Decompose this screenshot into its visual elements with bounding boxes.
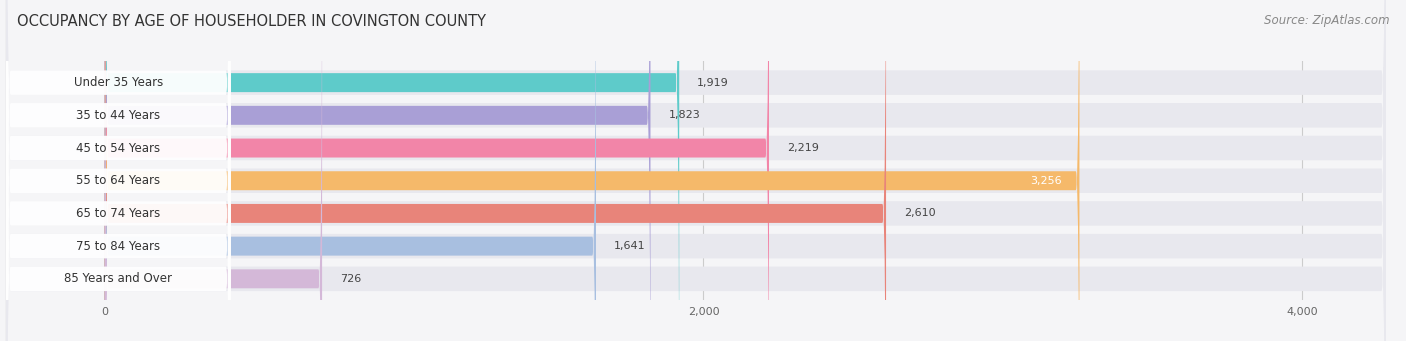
FancyBboxPatch shape: [6, 0, 1386, 341]
Text: 1,919: 1,919: [697, 78, 728, 88]
FancyBboxPatch shape: [105, 0, 769, 341]
FancyBboxPatch shape: [6, 0, 1386, 341]
FancyBboxPatch shape: [6, 0, 1386, 341]
Text: 1,641: 1,641: [614, 241, 645, 251]
FancyBboxPatch shape: [6, 0, 231, 341]
Text: 55 to 64 Years: 55 to 64 Years: [76, 174, 160, 187]
FancyBboxPatch shape: [6, 0, 231, 341]
FancyBboxPatch shape: [105, 0, 596, 341]
Text: Source: ZipAtlas.com: Source: ZipAtlas.com: [1264, 14, 1389, 27]
FancyBboxPatch shape: [105, 0, 651, 341]
FancyBboxPatch shape: [6, 0, 231, 341]
Text: 65 to 74 Years: 65 to 74 Years: [76, 207, 160, 220]
FancyBboxPatch shape: [6, 0, 231, 341]
Text: 75 to 84 Years: 75 to 84 Years: [76, 240, 160, 253]
FancyBboxPatch shape: [6, 0, 1386, 341]
Text: 3,256: 3,256: [1029, 176, 1062, 186]
FancyBboxPatch shape: [6, 0, 1386, 341]
Text: 35 to 44 Years: 35 to 44 Years: [76, 109, 160, 122]
FancyBboxPatch shape: [6, 0, 231, 341]
FancyBboxPatch shape: [6, 0, 1386, 341]
FancyBboxPatch shape: [105, 0, 679, 341]
FancyBboxPatch shape: [6, 0, 1386, 341]
FancyBboxPatch shape: [105, 0, 1080, 341]
Text: OCCUPANCY BY AGE OF HOUSEHOLDER IN COVINGTON COUNTY: OCCUPANCY BY AGE OF HOUSEHOLDER IN COVIN…: [17, 14, 486, 29]
FancyBboxPatch shape: [6, 0, 231, 341]
Text: Under 35 Years: Under 35 Years: [73, 76, 163, 89]
Text: 726: 726: [340, 274, 361, 284]
Text: 2,610: 2,610: [904, 208, 935, 219]
Text: 85 Years and Over: 85 Years and Over: [65, 272, 173, 285]
Text: 45 to 54 Years: 45 to 54 Years: [76, 142, 160, 154]
FancyBboxPatch shape: [6, 0, 231, 341]
FancyBboxPatch shape: [105, 0, 322, 341]
Text: 2,219: 2,219: [787, 143, 818, 153]
Text: 1,823: 1,823: [668, 110, 700, 120]
FancyBboxPatch shape: [105, 0, 886, 341]
